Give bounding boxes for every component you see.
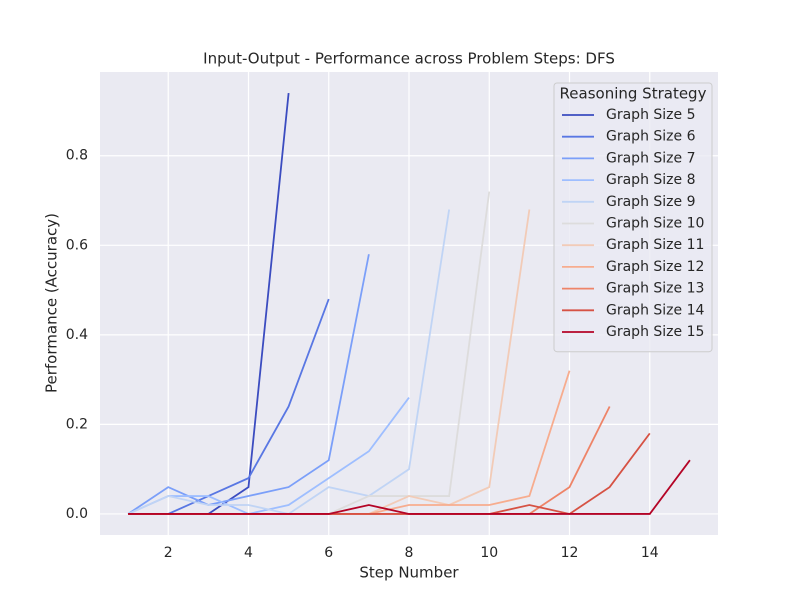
x-tick-label: 14 bbox=[641, 545, 659, 561]
legend-label: Graph Size 6 bbox=[606, 129, 696, 145]
y-axis-label: Performance (Accuracy) bbox=[43, 213, 61, 393]
legend-label: Graph Size 11 bbox=[606, 237, 704, 253]
y-tick-label: 0.2 bbox=[66, 416, 88, 432]
legend-label: Graph Size 15 bbox=[606, 324, 704, 340]
lines bbox=[127, 92, 691, 515]
x-tick-label: 12 bbox=[561, 545, 579, 561]
y-tick-label: 0.8 bbox=[66, 148, 88, 164]
legend-box bbox=[553, 82, 713, 353]
legend-label: Graph Size 7 bbox=[606, 150, 696, 166]
x-tick-label: 10 bbox=[480, 545, 498, 561]
legend-label: Graph Size 5 bbox=[606, 107, 696, 123]
legend-label: Graph Size 13 bbox=[606, 281, 704, 297]
x-tick-label: 4 bbox=[244, 545, 253, 561]
legend: Reasoning Strategy Graph Size 5 Graph Size… bbox=[553, 82, 713, 353]
legend-label: Graph Size 9 bbox=[606, 194, 696, 210]
legend-title: Reasoning Strategy bbox=[560, 85, 707, 103]
legend-label: Graph Size 8 bbox=[606, 172, 696, 188]
y-tick-label: 0.4 bbox=[66, 327, 88, 343]
x-tick-label: 8 bbox=[405, 545, 414, 561]
x-tick-label: 6 bbox=[324, 545, 333, 561]
x-axis-label: Step Number bbox=[359, 564, 459, 582]
series-line bbox=[128, 459, 691, 515]
y-tick-label: 0.0 bbox=[66, 506, 88, 522]
series-line bbox=[127, 254, 370, 515]
legend-label: Graph Size 12 bbox=[606, 259, 704, 275]
legend-label: Graph Size 10 bbox=[606, 216, 704, 232]
chart-title: Input-Output - Performance across Proble… bbox=[203, 50, 615, 68]
legend-label: Graph Size 14 bbox=[606, 302, 704, 318]
x-tick-label: 2 bbox=[164, 545, 173, 561]
y-tick-label: 0.6 bbox=[66, 237, 88, 253]
